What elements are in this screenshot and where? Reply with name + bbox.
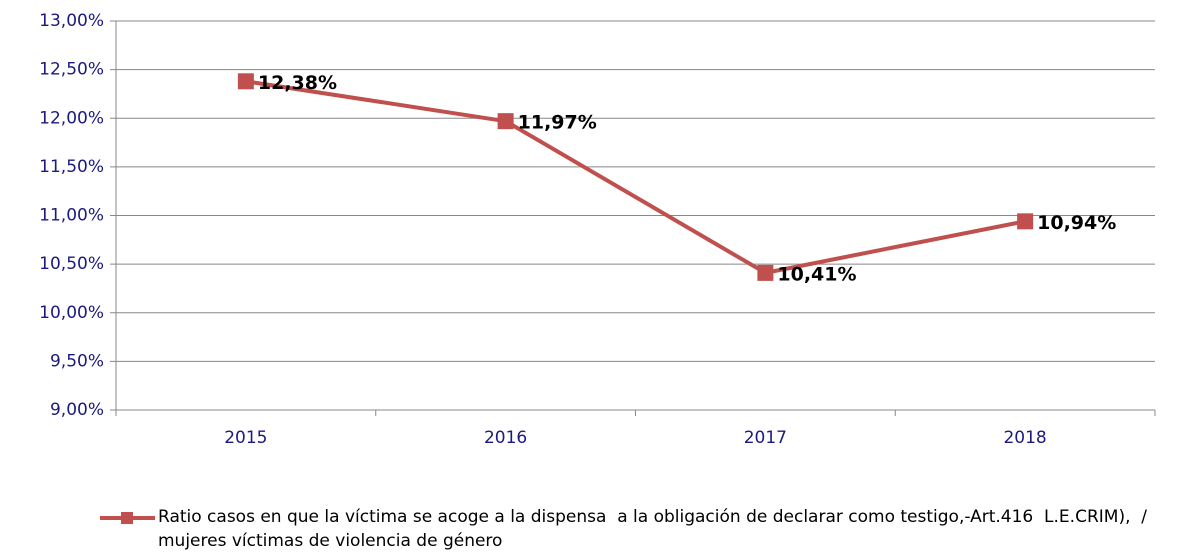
- marker: [497, 113, 514, 130]
- y-tick-label: 12,00%: [39, 108, 104, 128]
- y-tick-label: 10,00%: [39, 303, 104, 323]
- x-tick-label: 2016: [484, 428, 527, 448]
- series-line: [245, 79, 1026, 275]
- data-label: 12,38%: [258, 72, 337, 94]
- y-tick-label: 9,00%: [50, 400, 104, 420]
- data-label: 10,41%: [777, 263, 856, 285]
- y-tick-label: 13,00%: [39, 11, 104, 31]
- marker: [237, 73, 254, 90]
- y-tick-label: 12,50%: [39, 60, 104, 80]
- x-tick-label: 2015: [224, 428, 267, 448]
- marker: [1017, 213, 1034, 230]
- y-tick-label: 11,50%: [39, 157, 104, 177]
- y-tick-label: 9,50%: [50, 351, 104, 371]
- x-tick-label: 2017: [744, 428, 787, 448]
- legend-label: Ratio casos en que la víctima se acoge a…: [158, 507, 1153, 551]
- y-tick-label: 10,50%: [39, 254, 104, 274]
- data-label: 10,94%: [1037, 212, 1116, 234]
- y-tick-label: 11,00%: [39, 206, 104, 226]
- marker: [757, 264, 774, 281]
- legend-marker: [121, 512, 133, 524]
- data-label: 11,97%: [518, 112, 597, 134]
- x-tick-label: 2018: [1003, 428, 1046, 448]
